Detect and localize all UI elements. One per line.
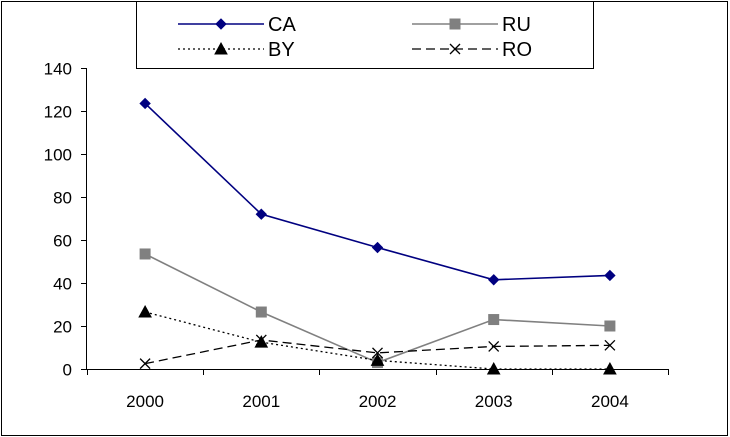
legend-item-by: BY [178,39,295,61]
data-point-by [603,361,617,375]
data-point-ro [255,334,267,346]
legend-marker-ca [215,18,227,30]
series-ca [139,97,616,286]
x-tick-label: 2004 [591,392,629,411]
legend-label: RO [502,39,532,61]
legend-label: CA [268,14,296,36]
y-tick-label: 40 [53,275,72,294]
y-tick-label: 0 [63,361,72,380]
y-tick-label: 140 [44,60,72,79]
x-tick-label: 2003 [475,392,513,411]
data-point-ro [372,347,383,359]
series-line-by [144,311,610,370]
data-point-ca [487,274,500,286]
series-ro [139,334,616,370]
data-point-ru [139,248,151,260]
x-axis-ticks: 2000 2001 2002 2003 2004 [87,369,669,411]
legend-item-ro: RO [412,39,532,61]
legend-marker-ru [449,18,461,30]
series-by [138,304,617,375]
data-point-ro [604,339,616,351]
data-point-by [370,353,385,366]
x-tick-label: 2002 [359,392,397,411]
data-point-ca [371,241,384,254]
y-tick-label: 100 [44,146,72,165]
y-axis-ticks: 0 20 40 60 80 100 120 140 [44,60,87,380]
y-tick-label: 20 [53,318,72,337]
series-group [138,97,617,375]
legend-box [136,1,594,69]
legend-label: RU [502,14,531,36]
data-point-by [486,361,501,375]
legend-item-ru: RU [412,14,531,36]
data-point-ru [604,320,616,332]
y-tick-label: 80 [53,189,72,208]
legend-item-ca: CA [178,14,296,36]
x-tick-label: 2001 [242,392,280,411]
data-point-ru [488,314,500,326]
legend-marker-by [214,41,228,55]
data-point-by [138,304,152,318]
data-point-ro [488,340,500,352]
legend: CA RU BY RO [178,14,532,61]
y-tick-label: 120 [44,103,72,122]
data-point-by [254,335,269,348]
data-point-ru [255,306,267,318]
data-point-ca [255,208,268,220]
legend-label: BY [268,39,295,61]
series-line-ca [144,102,610,281]
data-point-ca [604,269,616,282]
legend-marker-ro [449,43,461,55]
series-ru [139,248,616,369]
x-tick-label: 2000 [126,392,164,411]
data-point-ro [139,358,151,370]
data-point-ca [139,97,151,110]
y-tick-label: 60 [53,232,72,251]
